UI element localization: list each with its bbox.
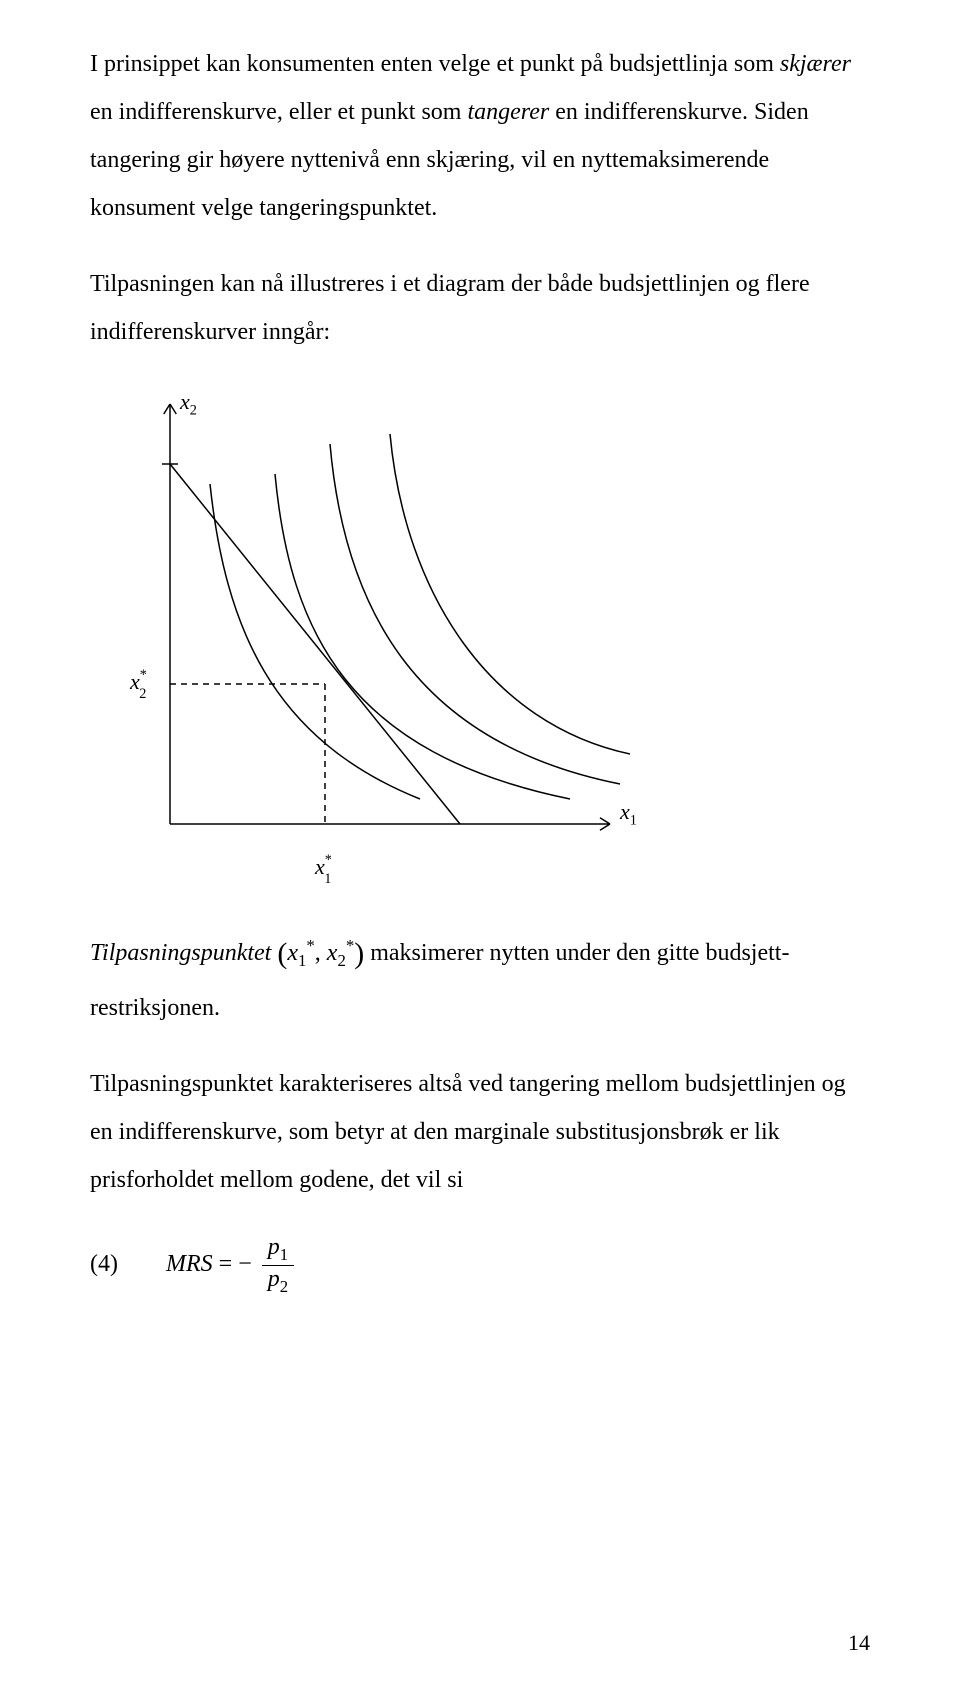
para1-mid1: en indifferenskurve, eller et punkt som [90, 99, 467, 125]
paragraph-1: I prinsippet kan konsumenten enten velge… [90, 40, 870, 232]
svg-text:x1: x1 [619, 799, 637, 829]
page-container: I prinsippet kan konsumenten enten velge… [0, 0, 960, 1686]
eq-number: (4) [90, 1251, 118, 1277]
eq-neg: − [238, 1251, 252, 1277]
eq-fraction: p1 p2 [262, 1234, 294, 1297]
page-number: 14 [848, 1630, 870, 1656]
tp-point-expr: (x1*, x2*) [277, 940, 370, 966]
paragraph-3: Tilpasningspunktet karakteriseres altså … [90, 1060, 870, 1204]
diagram-svg: x2 x1 x*2 x*1 [90, 384, 650, 904]
eq-p2-sub: 2 [280, 1277, 288, 1296]
para1-skjaerer: skjærer [780, 51, 851, 77]
tp-label: Tilpasningspunktet [90, 940, 271, 966]
para1-pre: I prinsippet kan konsumenten enten velge… [90, 51, 780, 77]
eq-mrs: MRS [166, 1251, 213, 1277]
eq-p1-sub: 1 [280, 1245, 288, 1264]
eq-p2-p: p [268, 1266, 280, 1292]
tilpasningspunktet-line: Tilpasningspunktet (x1*, x2*) maksimerer… [90, 924, 870, 1032]
svg-text:x*1: x*1 [314, 852, 332, 887]
svg-text:x*2: x*2 [129, 667, 147, 702]
svg-text:x2: x2 [179, 389, 197, 419]
para1-tangerer: tangerer [467, 99, 549, 125]
equation-4: (4) MRS = − p1 p2 [90, 1234, 870, 1297]
eq-p1-p: p [268, 1234, 280, 1260]
eq-equals: = [219, 1251, 239, 1277]
indifference-diagram: x2 x1 x*2 x*1 [90, 384, 870, 904]
paragraph-2: Tilpasningen kan nå illustreres i et dia… [90, 260, 870, 356]
